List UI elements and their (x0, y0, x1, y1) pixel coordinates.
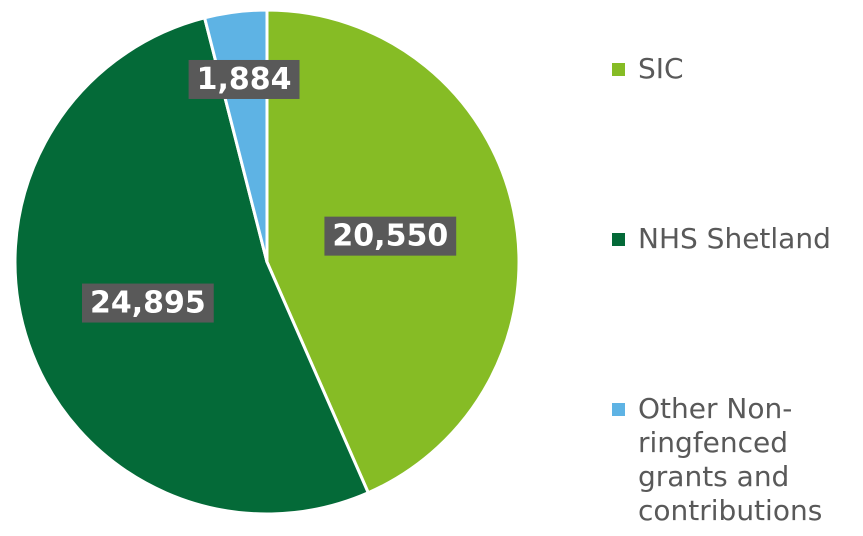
data-label-group: 24,895 (81, 283, 214, 323)
legend-item: NHS Shetland (612, 222, 862, 256)
legend-item: Other Non-ringfenced grants and contribu… (612, 392, 862, 528)
legend-label: NHS Shetland (638, 222, 831, 255)
data-label: 24,895 (90, 286, 206, 321)
legend-label: Other Non-ringfenced grants and contribu… (638, 392, 823, 527)
legend-item: SIC (612, 52, 862, 86)
data-label-box (188, 59, 300, 99)
data-label-group: 1,884 (188, 59, 300, 99)
legend-swatch (612, 233, 625, 246)
data-label: 1,884 (197, 62, 292, 97)
pie-slice (13, 16, 370, 516)
data-label-box (81, 283, 214, 323)
data-label: 20,550 (332, 219, 448, 254)
data-label-group: 20,550 (324, 216, 457, 256)
pie-area: 20,550 24,895 1,884 (13, 8, 521, 516)
data-label-box (324, 216, 457, 256)
legend-swatch (612, 63, 625, 76)
legend-label: SIC (638, 52, 684, 85)
legend-swatch (612, 403, 625, 416)
